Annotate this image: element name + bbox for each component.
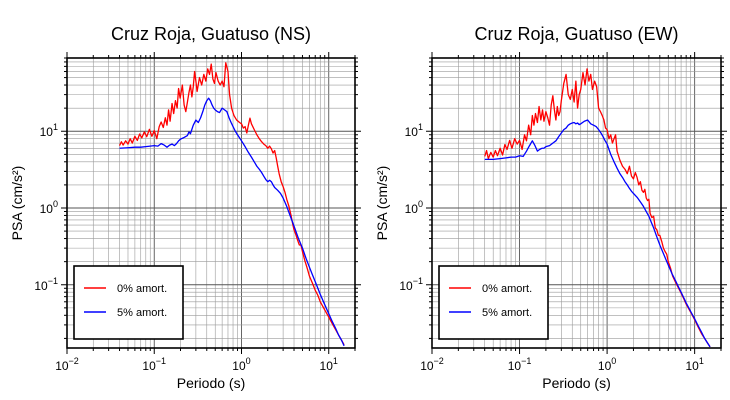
series-line-undamped — [118, 62, 345, 346]
legend-label: 5% amort. — [117, 307, 167, 319]
plot-frame — [66, 57, 356, 349]
y-tick-label: 100 — [405, 199, 423, 216]
legend: 0% amort. 5% amort. — [438, 265, 549, 340]
x-tick-label: 10−2 — [420, 356, 444, 373]
x-tick-label: 101 — [685, 356, 703, 373]
x-tick-label: 10−1 — [508, 356, 532, 373]
series-line-damped — [119, 97, 345, 347]
y-tick-label: 101 — [405, 122, 423, 139]
plot-frame — [431, 57, 722, 349]
y-tick-label: 10−1 — [399, 276, 423, 293]
x-tick-label: 10−1 — [142, 356, 166, 373]
legend-box — [438, 265, 549, 340]
series-line-damped — [484, 119, 711, 348]
chart-title: Cruz Roja, Guatuso (NS) — [111, 24, 311, 44]
x-axis-label: Periodo (s) — [542, 375, 610, 391]
y-axis-label: PSA (cm/s²) — [9, 166, 25, 241]
panel-ns: 10−2 10−1 100 101 10−1 100 101 Cruz Roja, Guatu… — [9, 24, 361, 391]
legend-box — [73, 265, 184, 340]
x-tick-label: 101 — [320, 356, 338, 373]
legend-label: 5% amort. — [482, 307, 532, 319]
legend: 0% amort. 5% amort. — [73, 265, 184, 340]
chart-title: Cruz Roja, Guatuso (EW) — [474, 24, 678, 44]
series-line-undamped — [484, 68, 711, 348]
tick-marks — [61, 52, 361, 354]
legend-label: 0% amort. — [482, 283, 532, 295]
x-axis-label: Periodo (s) — [177, 375, 245, 391]
x-tick-label: 100 — [232, 356, 250, 373]
legend-label: 0% amort. — [117, 283, 167, 295]
y-axis-label: PSA (cm/s²) — [374, 166, 390, 241]
y-tick-label: 101 — [40, 122, 58, 139]
y-tick-label: 100 — [40, 199, 58, 216]
y-tick-label: 10−1 — [34, 276, 58, 293]
tick-marks — [426, 52, 727, 354]
panel-ew: 10−2 10−1 100 101 10−1 100 101 Cruz Roja, Guatu… — [374, 24, 727, 391]
x-tick-label: 100 — [598, 356, 616, 373]
x-tick-label: 10−2 — [55, 356, 79, 373]
